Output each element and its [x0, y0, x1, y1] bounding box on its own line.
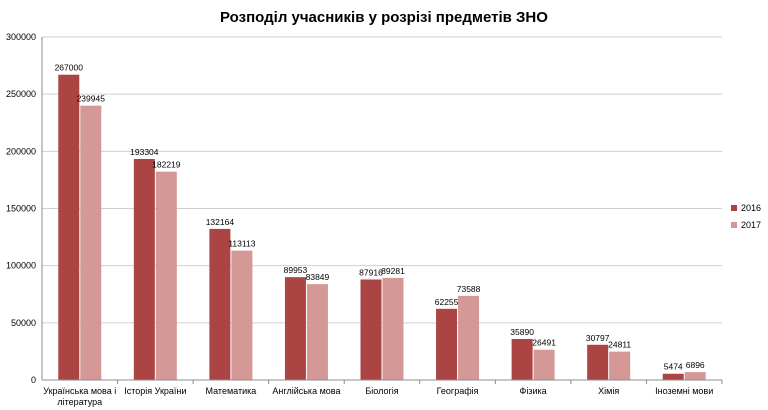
data-label-2016: 87916 [359, 267, 383, 277]
y-tick-label: 250000 [6, 89, 36, 99]
data-label-2017: 239945 [77, 94, 106, 104]
x-category-label: Українська мова і [43, 386, 116, 396]
bar-2017-8 [684, 372, 706, 380]
y-tick-label: 200000 [6, 146, 36, 156]
data-label-2017: 89281 [381, 266, 405, 276]
bar-2017-1 [155, 171, 177, 380]
x-category-label: Географія [437, 386, 479, 396]
legend-swatch-2017 [731, 222, 737, 228]
data-label-2016: 35890 [510, 327, 534, 337]
x-category-label: література [57, 397, 102, 407]
bar-2017-0 [80, 105, 102, 381]
x-category-label: Історія України [124, 386, 186, 396]
data-label-2017: 113113 [228, 239, 255, 249]
bar-2016-8 [662, 373, 684, 380]
y-tick-label: 50000 [11, 318, 36, 328]
x-category-label: Біологія [365, 386, 398, 396]
bar-2016-0 [58, 74, 80, 380]
y-tick-label: 100000 [6, 261, 36, 271]
data-label-2017: 73588 [457, 284, 481, 294]
chart-title: Розподіл учасників у розрізі предметів З… [220, 9, 548, 26]
x-category-label: Фізика [520, 386, 547, 396]
bar-2016-5 [436, 308, 458, 380]
data-label-2017: 6896 [686, 360, 705, 370]
bar-2017-2 [231, 250, 253, 380]
bar-2017-5 [458, 295, 480, 380]
legend: 2016 2017 [731, 203, 761, 230]
data-labels: 267000 239945 193304 182219 132164 113113 8995… [55, 63, 705, 372]
data-label-2016: 89953 [284, 265, 308, 275]
bar-2016-3 [284, 277, 306, 380]
data-label-2016: 193304 [130, 147, 159, 157]
data-label-2016: 132164 [206, 217, 235, 227]
y-tick-label: 0 [31, 375, 36, 385]
bars [58, 74, 706, 381]
data-label-2017: 182219 [152, 160, 181, 170]
bar-2017-7 [609, 351, 631, 380]
x-category-label: Математика [206, 386, 257, 396]
bar-2017-6 [533, 349, 555, 380]
data-label-2016: 5474 [664, 362, 683, 372]
legend-label: 2016 [741, 203, 761, 213]
data-label-2016: 30797 [586, 333, 610, 343]
gridlines [42, 36, 722, 324]
y-tick-label: 300000 [6, 32, 36, 42]
data-label-2016: 267000 [55, 63, 84, 73]
data-label-2016: 62255 [435, 297, 459, 307]
data-label-2017: 83849 [306, 272, 330, 282]
y-tick-label: 150000 [6, 204, 36, 214]
legend-swatch-2016 [731, 205, 737, 211]
bar-2016-7 [587, 344, 609, 380]
data-label-2017: 24811 [608, 340, 631, 350]
bar-2017-3 [306, 284, 328, 380]
legend-label: 2017 [741, 220, 761, 230]
data-label-2017: 26491 [532, 338, 556, 348]
x-category-label: Хімія [598, 386, 619, 396]
x-category-label: Англійська мова [272, 386, 340, 396]
bar-2016-2 [209, 228, 231, 380]
x-category-label: Іноземні мови [655, 386, 713, 396]
bar-2016-4 [360, 279, 382, 380]
y-axis: 0 50000 100000 150000 200000 250000 300000 [6, 32, 43, 385]
bar-2017-4 [382, 277, 404, 380]
bar-2016-1 [133, 158, 155, 380]
bar-2016-6 [511, 338, 533, 380]
